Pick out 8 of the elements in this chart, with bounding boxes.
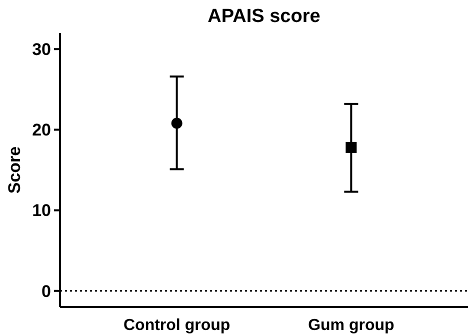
y-tick-label: 30 [32,40,51,60]
x-tick-label: Control group [124,317,230,334]
y-tick-label: 0 [42,282,51,301]
y-tick-label: 20 [32,120,51,140]
chart-title: APAIS score [208,6,320,27]
x-tick-label: Gum group [308,317,395,334]
y-tick-label: 10 [32,201,51,220]
y-axis-title: Score [5,146,24,194]
